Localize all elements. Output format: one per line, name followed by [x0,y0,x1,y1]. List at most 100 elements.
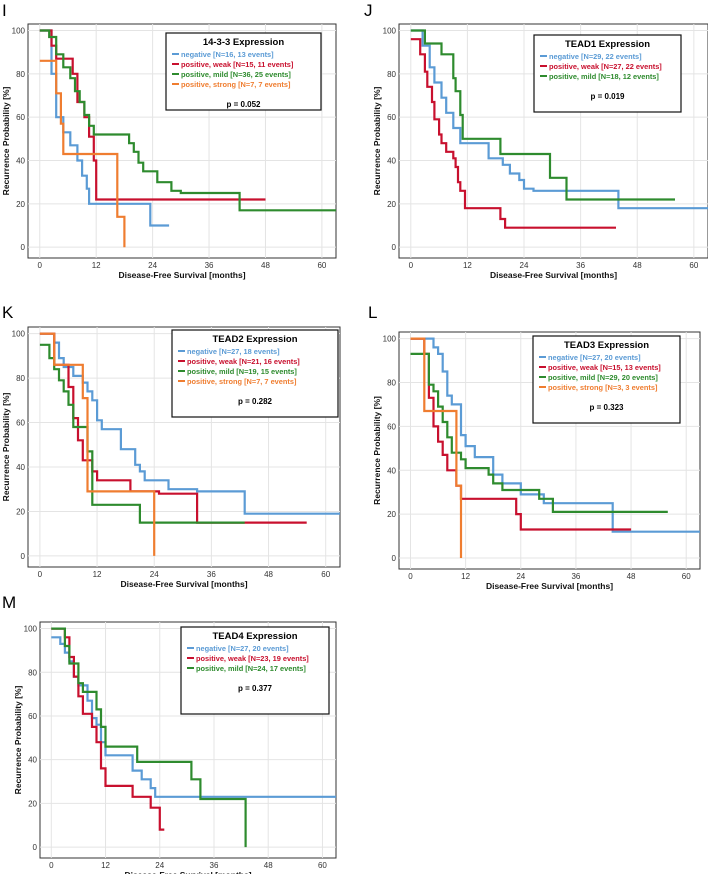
legend-entry: positive, mild [N=19, 15 events] [187,367,297,376]
legend-entry: positive, weak [N=23, 19 events] [196,654,309,663]
legend-box [532,335,681,424]
legend-entry: positive, mild [N=18, 12 events] [549,72,659,81]
x-axis-label: Disease-Free Survival [months] [118,270,245,280]
survival-curve-3 [410,337,463,558]
panel-letter: M [2,593,16,612]
y-tick-label: 100 [24,625,38,634]
y-tick-label: 0 [33,843,38,852]
x-axis-label: Disease-Free Survival [months] [124,870,251,874]
panel-letter: J [364,1,373,20]
panel-letter: I [2,1,7,20]
p-value: p = 0.282 [238,397,273,406]
panel-i: I 0 12 24 36 48 60 0 20 40 60 80 100 Disease-Free Sur… [1,1,337,280]
y-tick-label: 40 [16,157,25,166]
x-tick-label: 12 [461,572,470,581]
x-tick-label: 0 [409,261,414,270]
y-tick-label: 60 [28,712,37,721]
x-tick-label: 60 [321,570,330,579]
legend-entry: negative [N=27, 18 events] [187,347,280,356]
legend-entry: negative [N=29, 22 events] [549,52,642,61]
y-tick-label: 80 [16,70,25,79]
x-tick-label: 0 [408,572,413,581]
y-tick-label: 0 [21,243,26,252]
legend-box [165,32,322,111]
y-tick-label: 100 [383,335,397,344]
legend: 14-3-3 Expression negative [N=16, 13 even… [165,32,322,111]
legend-entry: positive, strong [N=3, 3 events] [548,383,658,392]
survival-curve-3 [39,332,156,556]
x-tick-label: 48 [261,261,270,270]
legend-title: 14-3-3 Expression [203,37,285,48]
p-value: p = 0.377 [238,684,273,693]
x-tick-label: 36 [210,861,219,870]
legend-title: TEAD4 Expression [213,631,298,642]
x-tick-label: 24 [520,261,529,270]
y-tick-label: 20 [28,799,37,808]
survival-curve-2 [410,29,675,201]
legend-entry: positive, weak [N=15, 11 events] [181,60,294,69]
p-value: p = 0.019 [590,92,625,101]
x-tick-label: 36 [207,570,216,579]
survival-curve-3 [39,59,126,248]
y-tick-label: 60 [387,422,396,431]
x-tick-label: 60 [682,572,691,581]
x-tick-label: 12 [93,570,102,579]
y-tick-label: 100 [12,27,26,36]
x-tick-label: 60 [317,261,326,270]
y-tick-label: 40 [16,463,25,472]
x-tick-label: 24 [155,861,164,870]
panel-letter: K [2,303,14,322]
x-tick-label: 0 [49,861,54,870]
panel-m: M 0 12 24 36 48 60 0 20 40 60 80 100 Disease-Free Sur… [2,593,337,874]
x-tick-label: 12 [463,261,472,270]
panel-k: K 0 12 24 36 48 60 0 20 40 60 80 100 Disease-Free Sur… [1,303,341,589]
y-axis-label: Recurrence Probability [%] [13,686,23,795]
x-tick-label: 36 [205,261,214,270]
legend-entry: positive, mild [N=29, 20 events] [548,373,658,382]
y-tick-label: 80 [28,668,37,677]
y-tick-label: 60 [16,113,25,122]
legend-box [180,626,330,715]
legend-box [533,34,682,113]
y-tick-label: 60 [16,419,25,428]
x-tick-label: 24 [148,261,157,270]
x-tick-label: 24 [516,572,525,581]
survival-curve-0 [410,337,700,533]
legend-title: TEAD2 Expression [213,334,298,345]
y-axis-label: Recurrence Probability [%] [372,396,382,505]
panel-j: J 0 12 24 36 48 60 0 20 40 60 80 100 Disease-Free Sur… [364,1,708,280]
legend-entry: positive, mild [N=36, 25 events] [181,70,291,79]
legend-entry: positive, strong [N=7, 7 events] [181,80,291,89]
y-tick-label: 80 [16,374,25,383]
legend: TEAD2 Expression negative [N=27, 18 event… [171,329,339,418]
survival-curve-0 [39,332,340,515]
legend: TEAD3 Expression negative [N=27, 20 event… [532,335,681,424]
p-value: p = 0.323 [589,403,624,412]
legend-entry: negative [N=16, 13 events] [181,50,274,59]
legend-entry: negative [N=27, 20 events] [196,644,289,653]
p-value: p = 0.052 [226,100,261,109]
x-tick-label: 24 [150,570,159,579]
y-tick-label: 40 [387,157,396,166]
y-tick-label: 20 [16,200,25,209]
legend: TEAD4 Expression negative [N=27, 20 event… [180,626,330,715]
x-tick-label: 36 [576,261,585,270]
survival-curve-2 [410,352,668,513]
x-tick-label: 48 [627,572,636,581]
y-tick-label: 40 [28,756,37,765]
legend-entry: positive, strong [N=7, 7 events] [187,377,297,386]
y-tick-label: 20 [387,200,396,209]
legend-title: TEAD3 Expression [564,340,649,351]
legend-entry: positive, weak [N=21, 16 events] [187,357,300,366]
y-tick-label: 0 [392,243,397,252]
x-tick-label: 0 [38,570,43,579]
legend-box [171,329,339,418]
x-tick-label: 48 [264,570,273,579]
x-axis-label: Disease-Free Survival [months] [120,579,247,589]
y-tick-label: 20 [387,510,396,519]
panel-letter: L [368,303,377,322]
legend-title: TEAD1 Expression [565,39,650,50]
x-tick-label: 12 [92,261,101,270]
y-tick-label: 0 [21,552,26,561]
